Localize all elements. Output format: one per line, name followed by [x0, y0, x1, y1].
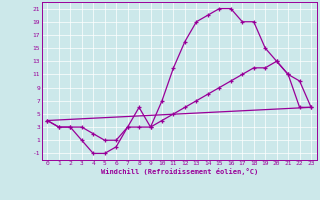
X-axis label: Windchill (Refroidissement éolien,°C): Windchill (Refroidissement éolien,°C)	[100, 168, 258, 175]
